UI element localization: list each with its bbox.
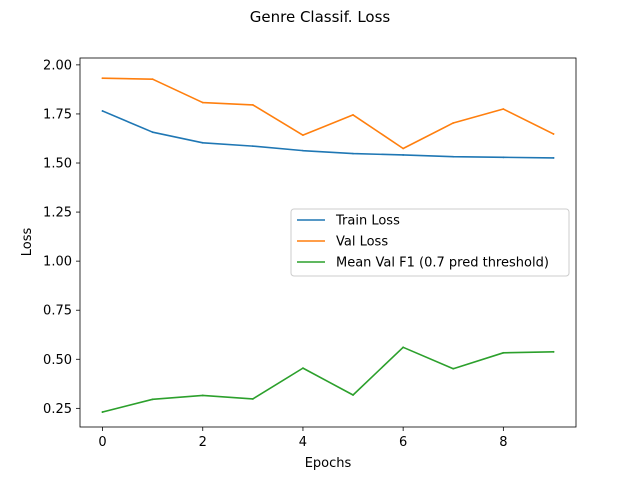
data-point-1-6 [402,147,405,150]
data-point-2-6 [402,346,405,349]
data-point-2-4 [302,367,304,370]
legend-label-0: Train Loss [335,214,400,229]
x-tick-label: 8 [499,435,507,450]
data-point-1-0 [101,77,104,80]
series-line-1 [101,77,555,150]
plot-frame [79,57,577,428]
series-layer [101,77,555,414]
y-tick-label: 0.50 [43,353,72,368]
data-point-0-7 [452,155,455,158]
y-tick-label: 1.50 [43,157,72,172]
chart-title: Genre Classif. Loss [250,8,391,26]
y-tick-label: 1.00 [43,255,72,270]
data-point-0-9 [552,157,555,159]
y-tick-label: 0.75 [43,304,72,319]
legend-box [290,208,570,277]
series-line-2 [101,346,555,414]
data-point-2-1 [151,398,154,401]
y-tick-label: 2.00 [43,58,72,73]
data-point-2-7 [452,367,455,370]
legend: Train Loss Val Loss Mean Val F1 (0.7 pred … [290,208,570,277]
series-line-0 [101,109,555,159]
data-point-2-8 [502,351,505,354]
legend-items: Train Loss Val Loss Mean Val F1 (0.7 pred … [297,214,549,271]
data-point-1-2 [201,101,204,104]
data-point-1-7 [452,122,455,124]
legend-label-1: Val Loss [336,235,388,250]
data-point-2-2 [201,394,204,397]
data-point-0-8 [502,156,505,159]
data-point-2-3 [251,398,254,400]
y-tick-label: 1.75 [43,107,72,122]
x-tick-label: 4 [299,435,307,450]
data-point-0-4 [302,149,304,152]
data-point-1-1 [151,78,154,81]
x-axis-ticks: 0 2 4 6 8 [98,427,507,450]
data-point-0-0 [101,110,104,112]
data-point-1-8 [502,108,505,110]
x-tick-label: 0 [98,435,106,450]
y-axis-label: Loss [20,228,35,257]
data-point-0-3 [251,145,254,148]
y-axis-ticks: 0.25 0.50 0.75 1.00 1.25 1.50 1.75 2.00 [43,58,80,417]
data-point-0-1 [151,131,154,134]
x-tick-label: 6 [399,435,407,450]
data-point-0-5 [352,152,354,155]
data-point-2-0 [101,411,104,413]
data-point-1-5 [352,114,354,116]
legend-label-2: Mean Val F1 (0.7 pred threshold) [336,256,549,271]
y-tick-label: 0.25 [43,402,72,417]
data-point-2-9 [552,350,555,353]
data-point-1-9 [552,133,555,135]
data-point-1-3 [251,104,254,106]
data-point-1-4 [302,134,304,137]
y-tick-label: 1.25 [43,206,72,221]
data-point-0-6 [402,154,405,156]
data-point-2-5 [352,394,354,396]
x-axis-label: Epochs [305,456,352,471]
data-point-0-2 [201,141,204,144]
x-tick-label: 2 [199,435,207,450]
